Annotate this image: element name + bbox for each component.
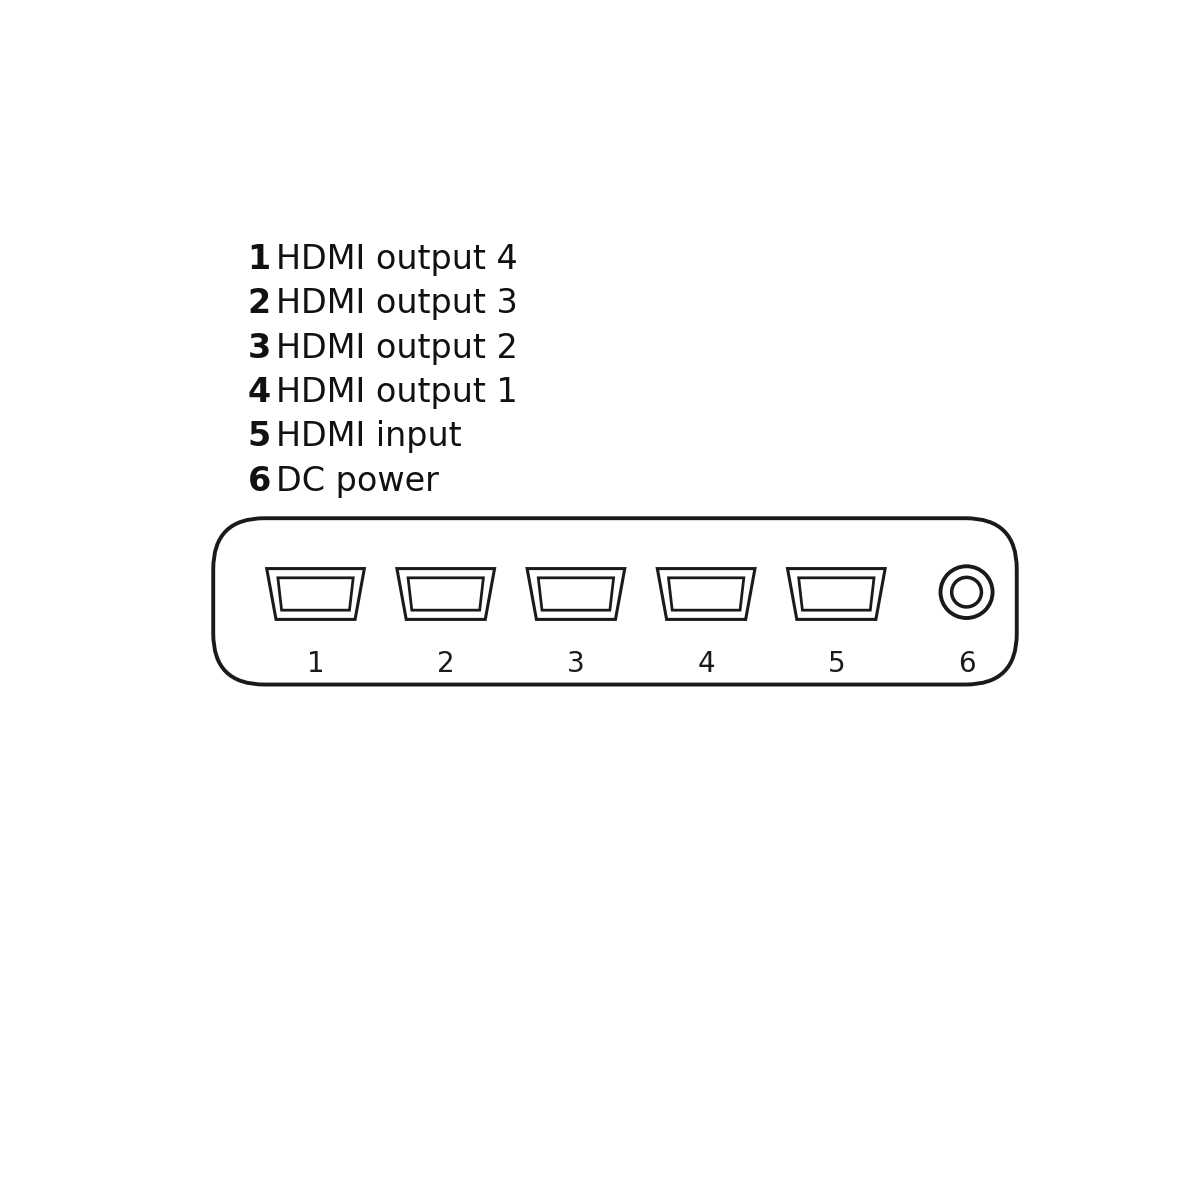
Text: 1: 1 <box>247 242 271 276</box>
Text: 5: 5 <box>247 420 271 454</box>
Text: DC power: DC power <box>276 464 438 498</box>
Polygon shape <box>668 578 744 610</box>
Text: 6: 6 <box>958 650 976 678</box>
Polygon shape <box>658 569 755 619</box>
Text: 3: 3 <box>247 331 271 365</box>
Polygon shape <box>527 569 625 619</box>
Text: 2: 2 <box>437 650 455 678</box>
Polygon shape <box>787 569 886 619</box>
Circle shape <box>952 577 982 607</box>
FancyBboxPatch shape <box>214 518 1016 684</box>
Text: 5: 5 <box>828 650 845 678</box>
Text: 4: 4 <box>247 376 271 409</box>
Polygon shape <box>408 578 484 610</box>
Polygon shape <box>799 578 874 610</box>
Text: HDMI input: HDMI input <box>276 420 461 454</box>
Text: 1: 1 <box>307 650 324 678</box>
Polygon shape <box>278 578 353 610</box>
Text: HDMI output 4: HDMI output 4 <box>276 242 517 276</box>
Text: 6: 6 <box>247 464 271 498</box>
Text: HDMI output 1: HDMI output 1 <box>276 376 517 409</box>
Text: 2: 2 <box>247 287 271 320</box>
Text: 4: 4 <box>697 650 715 678</box>
Polygon shape <box>266 569 365 619</box>
Text: 3: 3 <box>568 650 584 678</box>
Polygon shape <box>397 569 494 619</box>
Text: HDMI output 3: HDMI output 3 <box>276 287 517 320</box>
Polygon shape <box>539 578 613 610</box>
Text: HDMI output 2: HDMI output 2 <box>276 331 517 365</box>
Circle shape <box>941 566 992 618</box>
